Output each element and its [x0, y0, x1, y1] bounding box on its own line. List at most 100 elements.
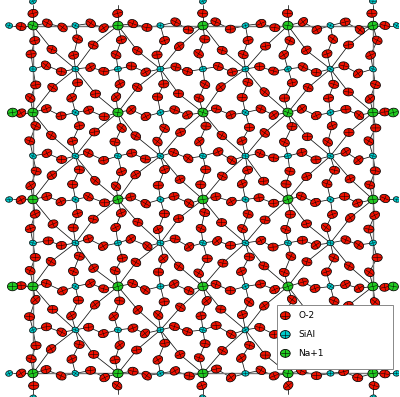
- Ellipse shape: [321, 223, 331, 232]
- Ellipse shape: [72, 240, 79, 246]
- Ellipse shape: [128, 279, 138, 288]
- Ellipse shape: [242, 153, 249, 159]
- Ellipse shape: [354, 156, 363, 165]
- Ellipse shape: [16, 196, 26, 204]
- Ellipse shape: [283, 195, 293, 204]
- Ellipse shape: [218, 172, 227, 180]
- Ellipse shape: [200, 35, 210, 43]
- Ellipse shape: [86, 279, 95, 287]
- Ellipse shape: [329, 254, 339, 262]
- Ellipse shape: [237, 93, 247, 101]
- Ellipse shape: [302, 258, 312, 266]
- Ellipse shape: [302, 172, 312, 181]
- Ellipse shape: [154, 310, 163, 320]
- Ellipse shape: [30, 66, 36, 72]
- Ellipse shape: [368, 282, 378, 291]
- Ellipse shape: [255, 324, 265, 331]
- Ellipse shape: [170, 366, 180, 375]
- Ellipse shape: [99, 285, 109, 293]
- Ellipse shape: [367, 10, 377, 17]
- Ellipse shape: [110, 267, 120, 275]
- Ellipse shape: [218, 347, 228, 355]
- Ellipse shape: [345, 175, 355, 183]
- Ellipse shape: [327, 66, 334, 72]
- Ellipse shape: [140, 329, 150, 338]
- Ellipse shape: [354, 241, 364, 249]
- Ellipse shape: [243, 78, 253, 87]
- Ellipse shape: [86, 63, 96, 71]
- Ellipse shape: [41, 105, 51, 113]
- Ellipse shape: [370, 211, 380, 220]
- Ellipse shape: [355, 25, 364, 34]
- Ellipse shape: [6, 370, 12, 376]
- Ellipse shape: [297, 104, 307, 113]
- Ellipse shape: [26, 50, 36, 58]
- Ellipse shape: [237, 180, 247, 188]
- Ellipse shape: [46, 257, 56, 266]
- Ellipse shape: [114, 110, 121, 116]
- Ellipse shape: [200, 110, 206, 115]
- Ellipse shape: [142, 23, 152, 31]
- Ellipse shape: [270, 24, 280, 32]
- Ellipse shape: [242, 66, 249, 72]
- Ellipse shape: [269, 111, 278, 119]
- Ellipse shape: [365, 94, 375, 103]
- Ellipse shape: [287, 123, 297, 130]
- Ellipse shape: [86, 366, 96, 374]
- Ellipse shape: [153, 181, 164, 189]
- Ellipse shape: [160, 166, 170, 173]
- Ellipse shape: [58, 23, 67, 32]
- Ellipse shape: [285, 210, 296, 218]
- Ellipse shape: [72, 197, 79, 202]
- Ellipse shape: [312, 112, 321, 120]
- Ellipse shape: [72, 370, 79, 376]
- Ellipse shape: [256, 366, 266, 374]
- Ellipse shape: [153, 268, 164, 276]
- Ellipse shape: [24, 313, 35, 321]
- Ellipse shape: [25, 137, 35, 145]
- Ellipse shape: [213, 148, 223, 156]
- Ellipse shape: [226, 330, 236, 339]
- Ellipse shape: [302, 46, 311, 54]
- Ellipse shape: [200, 208, 210, 217]
- Ellipse shape: [218, 259, 228, 267]
- Ellipse shape: [393, 23, 400, 29]
- Ellipse shape: [200, 153, 206, 159]
- Ellipse shape: [370, 284, 376, 289]
- Ellipse shape: [212, 237, 222, 245]
- Ellipse shape: [195, 137, 204, 146]
- Ellipse shape: [153, 356, 163, 364]
- Ellipse shape: [226, 197, 236, 206]
- Ellipse shape: [327, 371, 334, 376]
- Ellipse shape: [310, 198, 320, 206]
- Ellipse shape: [132, 83, 142, 92]
- Ellipse shape: [284, 110, 292, 115]
- Ellipse shape: [41, 366, 51, 374]
- Ellipse shape: [269, 330, 280, 338]
- Ellipse shape: [16, 282, 26, 289]
- Ellipse shape: [142, 371, 152, 380]
- Ellipse shape: [368, 108, 378, 117]
- Ellipse shape: [72, 66, 79, 72]
- Ellipse shape: [280, 138, 290, 146]
- Ellipse shape: [352, 199, 362, 207]
- Ellipse shape: [157, 370, 164, 376]
- Ellipse shape: [126, 193, 136, 201]
- Ellipse shape: [372, 36, 382, 44]
- Ellipse shape: [182, 67, 192, 75]
- Ellipse shape: [227, 68, 238, 76]
- Ellipse shape: [99, 156, 109, 164]
- Ellipse shape: [114, 66, 122, 72]
- Ellipse shape: [111, 182, 121, 191]
- Ellipse shape: [256, 105, 266, 113]
- Ellipse shape: [28, 10, 38, 17]
- Ellipse shape: [157, 23, 164, 28]
- Ellipse shape: [74, 341, 84, 349]
- Ellipse shape: [128, 19, 138, 28]
- Ellipse shape: [133, 305, 142, 314]
- Ellipse shape: [388, 282, 398, 291]
- Ellipse shape: [200, 340, 210, 348]
- Ellipse shape: [42, 193, 52, 200]
- Ellipse shape: [202, 297, 211, 305]
- Ellipse shape: [365, 181, 375, 189]
